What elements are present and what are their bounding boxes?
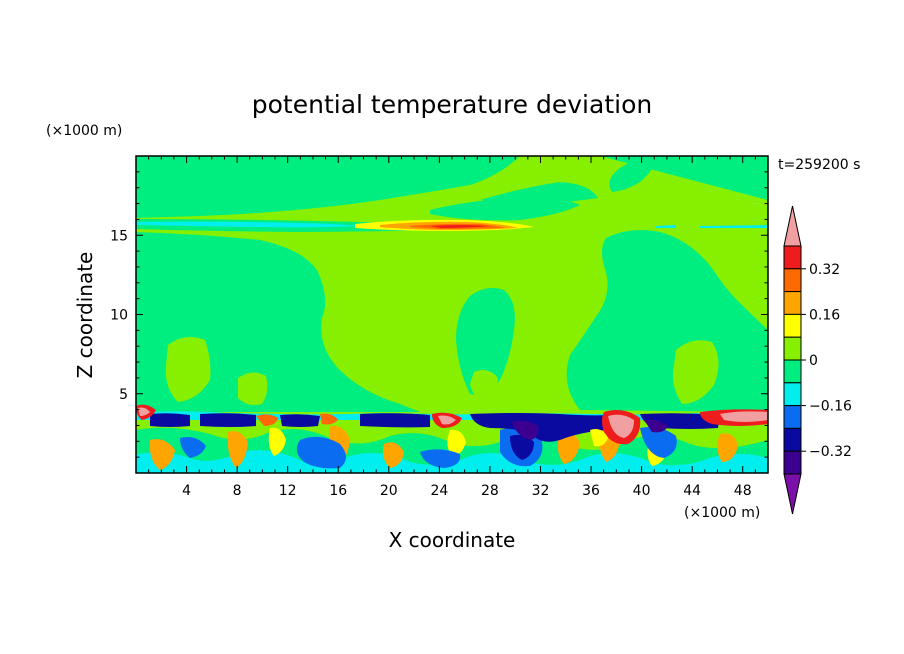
- x-tick-label: 20: [380, 483, 398, 499]
- y-tick-label: 5: [119, 387, 128, 403]
- x-tick-label: 4: [182, 483, 191, 499]
- inversion-layer: [136, 219, 768, 232]
- y-tick-label: 10: [110, 308, 128, 324]
- x-tick-label: 36: [582, 483, 600, 499]
- contour-field: [136, 156, 768, 473]
- time-label: t=259200 s: [778, 157, 860, 173]
- y-tick-label: 15: [110, 228, 128, 244]
- colorbar-box: [783, 291, 802, 315]
- x-tick-label: 8: [233, 483, 242, 499]
- colorbar-box: [783, 405, 802, 429]
- colorbar-box: [783, 336, 802, 361]
- colorbar-box: [783, 268, 802, 293]
- x-tick-label: 12: [279, 483, 297, 499]
- colorbar-box: [783, 450, 802, 475]
- x-tick-label: 32: [532, 483, 550, 499]
- x-unit-label: (×1000 m): [684, 505, 760, 521]
- colorbar-label: 0.32: [809, 262, 840, 278]
- x-tick-label: 44: [683, 483, 701, 499]
- x-tick-label: 28: [481, 483, 499, 499]
- y-axis-label: Z coordinate: [73, 252, 97, 379]
- colorbar-box: [783, 382, 802, 407]
- x-tick-label: 24: [430, 483, 448, 499]
- colorbar-box: [783, 359, 802, 384]
- colorbar-box: [783, 427, 802, 452]
- colorbar: 0.32 0.16 0 −0.16 −0.32: [783, 205, 852, 515]
- colorbar-label: −0.32: [809, 444, 852, 460]
- x-tick-label: 48: [734, 483, 752, 499]
- colorbar-box: [783, 313, 802, 338]
- x-tick-label: 40: [633, 483, 651, 499]
- colorbar-label: 0.16: [809, 307, 840, 323]
- y-axis-ticks: 5 10 15: [110, 171, 768, 458]
- colorbar-box: [783, 245, 802, 270]
- x-axis-label: X coordinate: [389, 528, 516, 552]
- x-tick-label: 16: [329, 483, 347, 499]
- y-unit-label: (×1000 m): [46, 123, 122, 139]
- colorbar-label: −0.16: [809, 399, 852, 415]
- upper-warm-patches: [165, 336, 719, 406]
- x-axis-ticks: 4 8 12 16 20 24 28 32 36 40 44 48: [148, 156, 756, 499]
- colorbar-top-triangle: [783, 205, 802, 247]
- chart-title: potential temperature deviation: [252, 90, 652, 119]
- boundary-layer: [136, 404, 768, 473]
- colorbar-label: 0: [809, 353, 818, 369]
- colorbar-bottom-triangle: [783, 473, 802, 515]
